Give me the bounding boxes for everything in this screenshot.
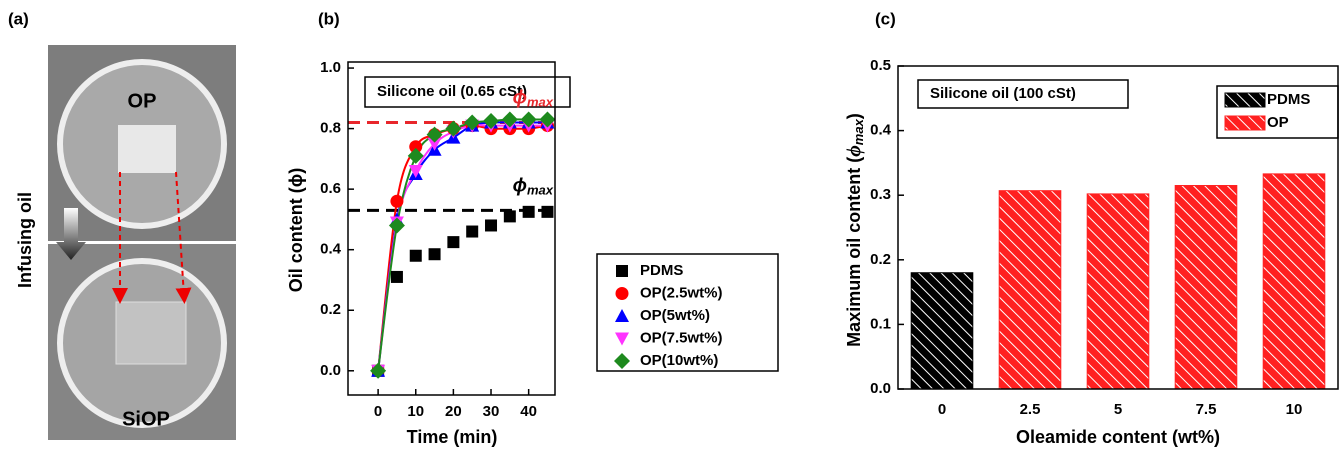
y-tick-label: 0.6 — [320, 180, 341, 197]
legend-marker — [616, 265, 628, 277]
photo-label: OP — [128, 90, 157, 112]
marker — [503, 210, 516, 223]
x-tick-label: 7.5 — [1196, 401, 1217, 418]
side-label: Infusing oil — [15, 192, 35, 288]
x-axis-title: Time (min) — [407, 427, 498, 447]
y-tick-label: 0.2 — [320, 301, 341, 318]
fit-line — [377, 121, 548, 371]
legend-label: OP — [1267, 114, 1289, 131]
annotation: Silicone oil (0.65 cSt) — [377, 83, 527, 100]
marker — [483, 113, 500, 130]
plot-frame — [347, 61, 556, 396]
annotation-box — [364, 76, 571, 108]
marker — [522, 205, 535, 218]
x-tick-label: 10 — [1286, 401, 1303, 418]
x-tick-label: 0 — [938, 401, 946, 418]
legend-marker — [615, 287, 629, 300]
marker — [409, 249, 422, 262]
y-axis-title: Oil content (ϕ) — [286, 168, 306, 292]
marker — [427, 137, 442, 151]
photo-label: SiOP — [122, 408, 170, 430]
y-tick-label: 0.1 — [870, 315, 891, 332]
legend-marker — [615, 309, 629, 322]
marker — [390, 270, 403, 283]
panel-label: (b) — [318, 9, 340, 28]
panel-label: (a) — [8, 9, 29, 28]
annotation: Silicone oil (100 cSt) — [930, 85, 1076, 102]
marker — [541, 205, 554, 218]
y-tick-label: 0.4 — [320, 241, 342, 258]
plot-frame — [897, 65, 1339, 390]
x-tick-label: 5 — [1114, 401, 1122, 418]
legend-swatch — [1224, 115, 1266, 131]
marker — [370, 362, 387, 379]
legend-label: PDMS — [1267, 91, 1310, 108]
reference-label: ϕmax — [513, 88, 554, 110]
marker — [408, 164, 423, 178]
legend-label: OP(7.5wt%) — [640, 329, 723, 346]
bar — [1086, 193, 1150, 390]
marker — [445, 120, 462, 137]
marker — [388, 217, 405, 234]
x-tick-label: 0 — [374, 403, 382, 420]
legend-label: OP(5wt%) — [640, 307, 710, 324]
legend-label: OP(2.5wt%) — [640, 284, 723, 301]
legend-swatch — [1224, 92, 1266, 108]
reference-label: ϕmax — [513, 175, 554, 197]
marker — [407, 147, 424, 164]
fit-line — [377, 124, 548, 371]
marker — [501, 111, 518, 128]
marker — [466, 225, 479, 238]
y-tick-label: 1.0 — [320, 59, 341, 76]
marker — [485, 219, 498, 232]
legend-label: PDMS — [640, 262, 683, 279]
marker — [520, 111, 537, 128]
down-arrow — [56, 208, 86, 260]
marker — [409, 140, 423, 154]
chart: (b) 0.0 0.2 0.4 0.6 0.8 1.0 Silicone oil (0.65 … — [286, 9, 779, 447]
chart: (c) 0.0 0.1 0.2 0.3 0.4 0.5 Silicone oil (100 c… — [843, 9, 1339, 447]
panel-label: (c) — [875, 9, 896, 28]
marker — [464, 114, 481, 131]
x-tick-label: 30 — [483, 403, 500, 420]
x-tick-label: 40 — [520, 403, 537, 420]
y-tick-label: 0.5 — [870, 57, 891, 74]
y-tick-label: 0.0 — [320, 362, 341, 379]
bar — [998, 190, 1062, 390]
fit-line — [377, 124, 548, 371]
y-tick-label: 0.4 — [870, 122, 892, 139]
marker — [447, 236, 460, 249]
sample — [118, 125, 176, 173]
fit-line — [377, 118, 548, 371]
y-tick-label: 0.2 — [870, 251, 891, 268]
bar — [910, 272, 974, 390]
y-tick-label: 0.8 — [320, 120, 341, 137]
y-tick-label: 0.3 — [870, 186, 891, 203]
x-tick-label: 10 — [407, 403, 424, 420]
arrow — [175, 171, 192, 304]
bar — [1262, 173, 1326, 390]
photo: OP SiOP — [48, 45, 236, 440]
y-tick-label: 0.0 — [870, 380, 891, 397]
bar — [1174, 185, 1238, 390]
marker — [428, 248, 441, 261]
y-axis-title: Maximum oil content (ϕmax) — [843, 113, 867, 347]
x-tick-label: 20 — [445, 403, 462, 420]
sample — [115, 301, 187, 365]
marker — [390, 194, 404, 208]
marker — [539, 111, 556, 128]
annotation-box — [917, 79, 1129, 109]
legend-marker — [615, 332, 629, 346]
x-axis-title: Oleamide content (wt%) — [1016, 427, 1220, 447]
marker — [426, 126, 443, 143]
x-tick-label: 2.5 — [1020, 401, 1041, 418]
legend-label: OP(10wt%) — [640, 352, 718, 369]
legend-marker — [614, 353, 630, 369]
